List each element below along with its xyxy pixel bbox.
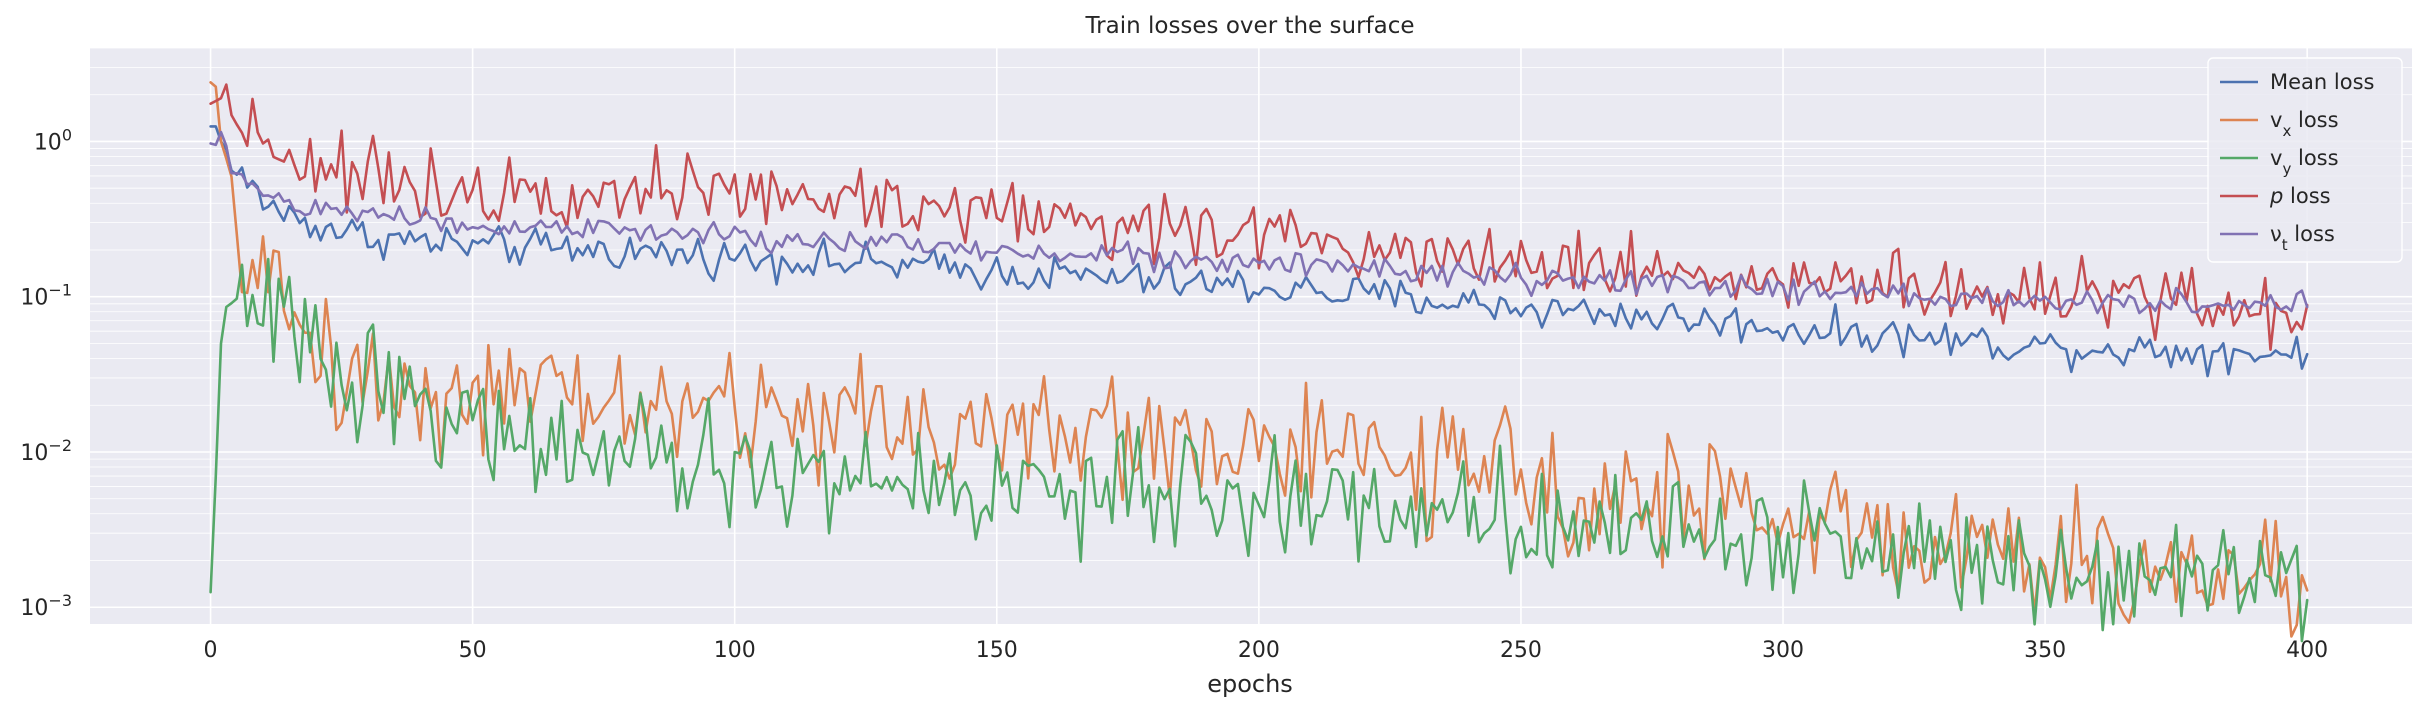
x-tick-label: 350 (2024, 638, 2066, 663)
x-tick-label: 200 (1238, 638, 1280, 663)
x-tick-label: 100 (714, 638, 756, 663)
legend-entry: p loss (2269, 184, 2331, 208)
x-tick-label: 50 (459, 638, 487, 663)
x-tick-label: 0 (204, 638, 218, 663)
series-line-2 (209, 257, 2309, 643)
y-tick-label: 10−1 (20, 281, 72, 311)
series-group (209, 81, 2309, 643)
legend-box (2207, 57, 2403, 263)
series-line-3 (209, 83, 2309, 351)
x-tick-label: 150 (976, 638, 1018, 663)
series-line-4 (209, 130, 2309, 315)
y-tick-label: 100 (34, 125, 72, 155)
series-line-1 (209, 81, 2309, 638)
y-axis-ticks: 10−3 10−2 10−1 100 (20, 125, 72, 621)
x-axis-label: epochs (1207, 670, 1293, 698)
legend-entry: νt loss (2270, 222, 2335, 254)
x-tick-label: 250 (1500, 638, 1542, 663)
y-tick-label: 10−3 (20, 591, 72, 621)
legend-entry: vx loss (2270, 108, 2339, 140)
series-line-0 (209, 125, 2309, 378)
x-tick-label: 300 (1762, 638, 1804, 663)
chart-title: Train losses over the surface (1084, 13, 1414, 39)
x-axis-ticks: 0 50 100 150 200 250 300 350 400 (204, 638, 2329, 663)
legend: Mean loss vx loss vy loss p loss νt loss (2207, 57, 2403, 263)
y-tick-label: 10−2 (20, 436, 72, 466)
x-tick-label: 400 (2286, 638, 2328, 663)
legend-entry: Mean loss (2270, 70, 2374, 94)
legend-entry: vy loss (2270, 146, 2339, 178)
